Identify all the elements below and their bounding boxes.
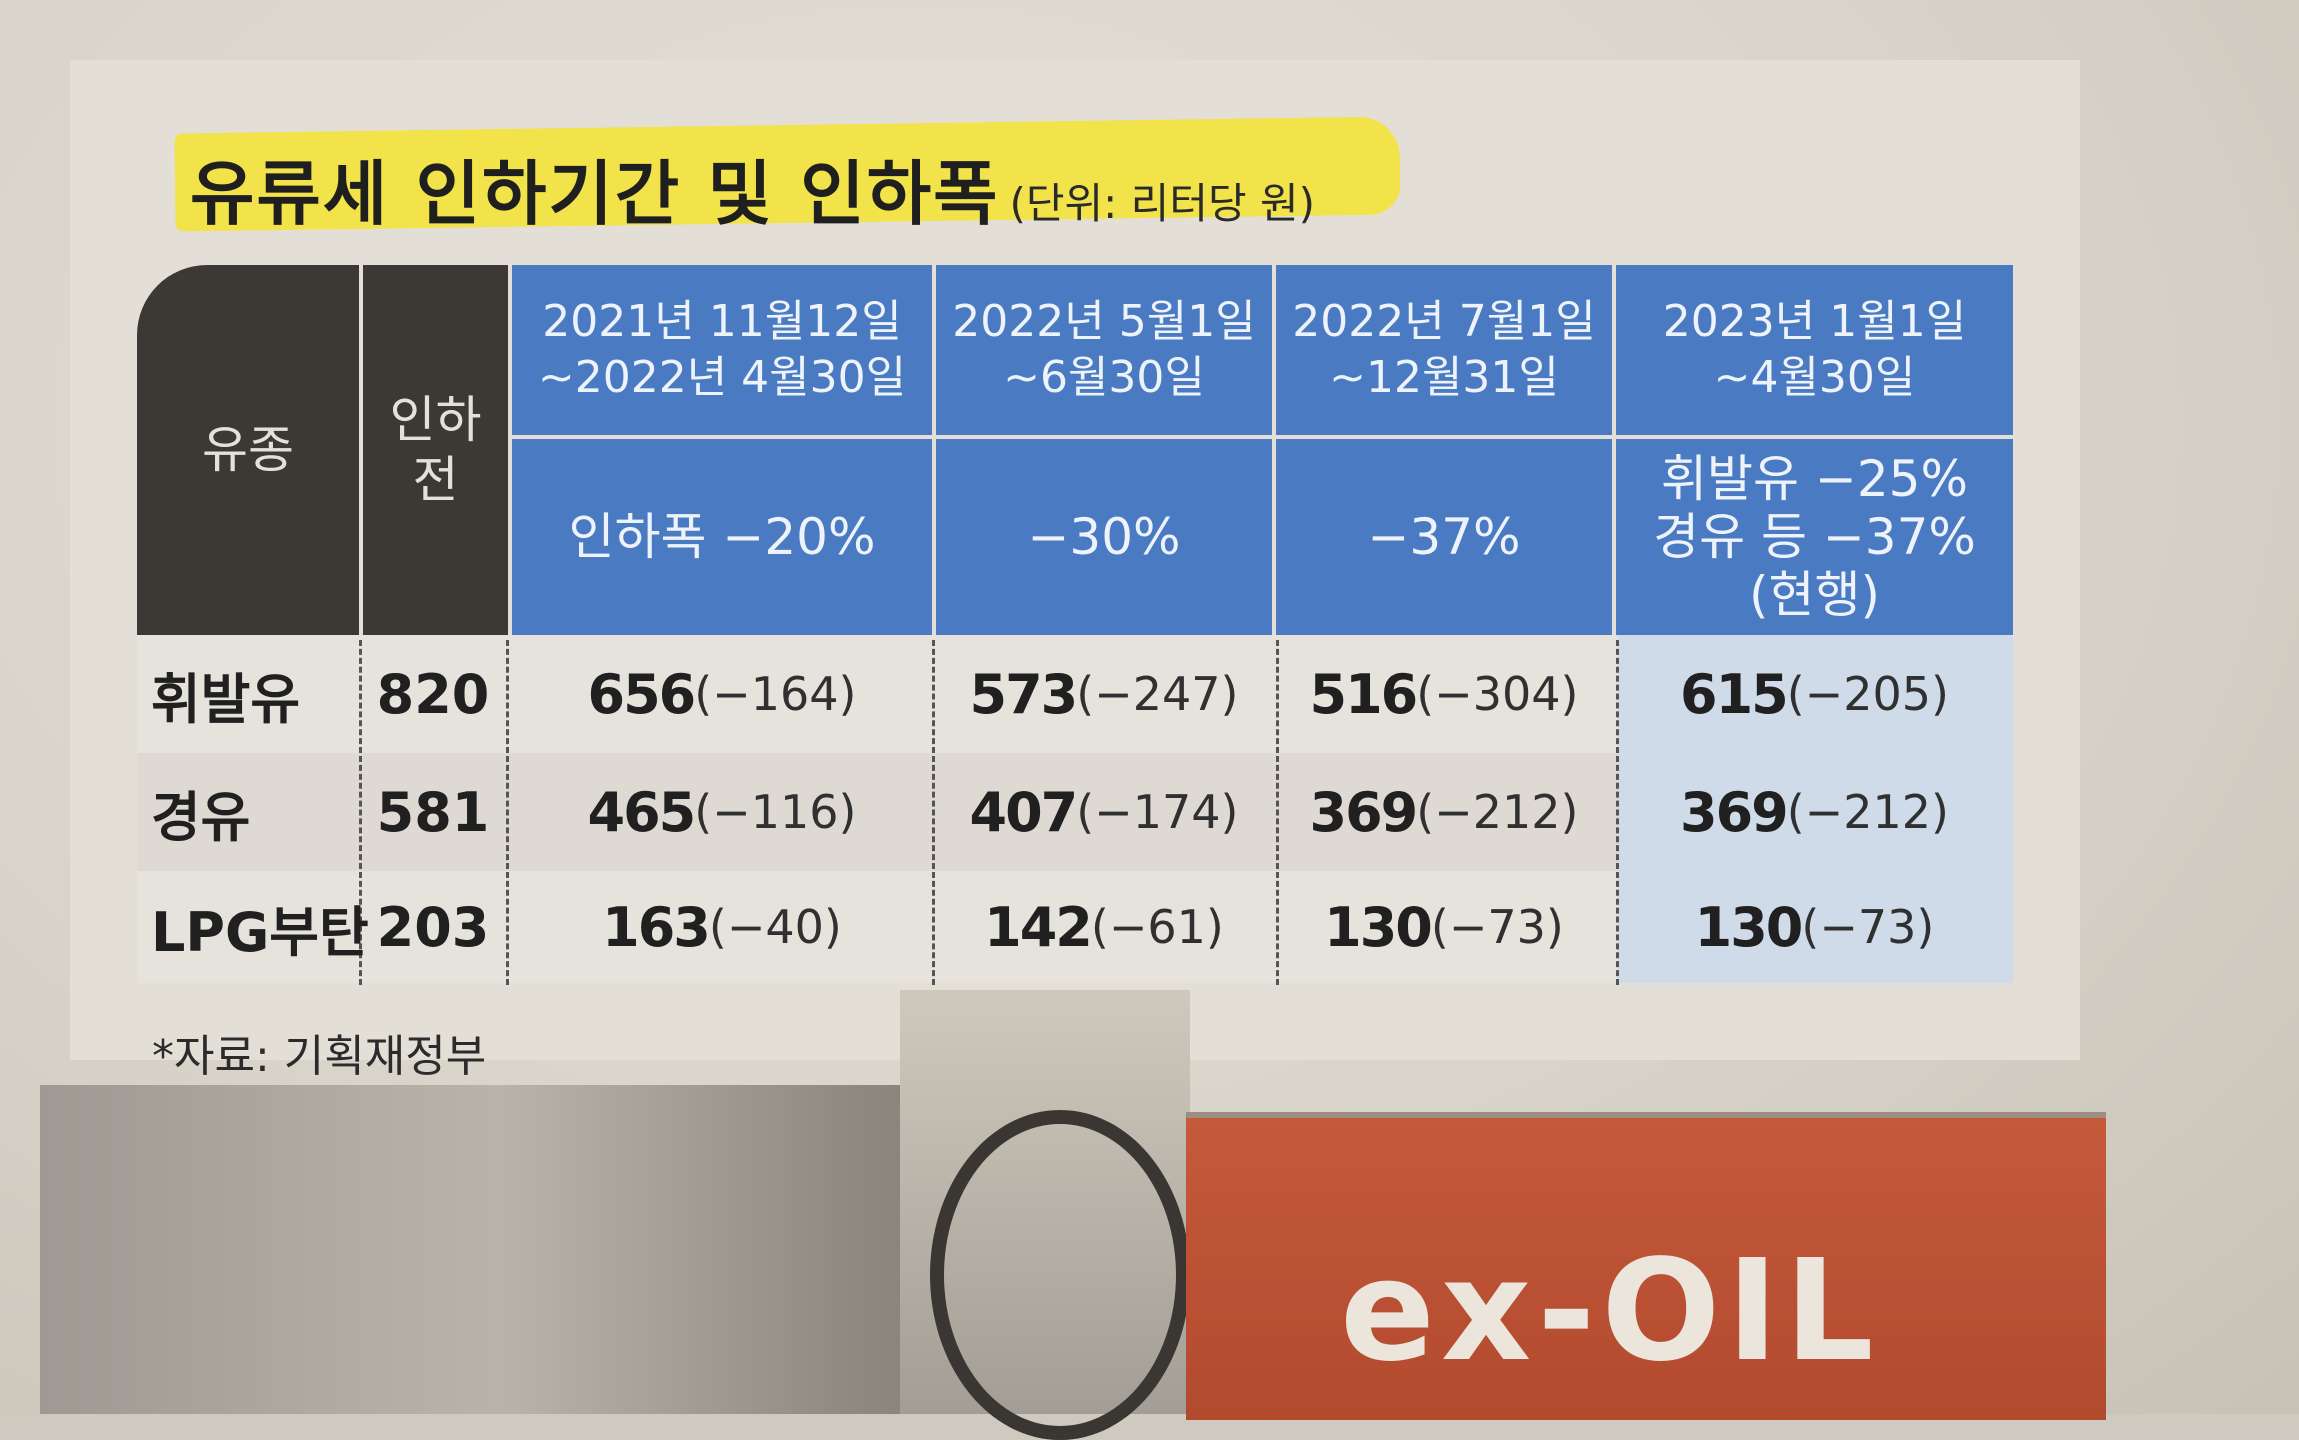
table-cell: 142 (−61) (936, 871, 1272, 983)
header-fuel-type: 유종 (137, 265, 359, 635)
cell-diff: (−116) (694, 785, 857, 839)
cell-price: 369 (1680, 780, 1789, 844)
header-period-2: 2022년 5월1일 ~6월30일 (936, 265, 1272, 435)
cell-diff: (−73) (1430, 900, 1564, 954)
header-period-1: 2021년 11월12일 ~2022년 4월30일 (512, 265, 932, 435)
header-cut-4: 휘발유 −25% 경유 등 −37% (현행) (1616, 439, 2013, 635)
cell-price: 130 (1694, 895, 1804, 959)
table-cell: 369 (−212) (1276, 753, 1612, 871)
infographic-title: 유류세 인하기간 및 인하폭 (단위: 리터당 원) (190, 138, 1315, 235)
cell-price: 407 (969, 780, 1079, 844)
cell-price: 369 (1309, 780, 1419, 844)
header-before-cut: 인하 전 (363, 265, 508, 635)
column-divider (506, 640, 509, 985)
cell-diff: (−304) (1416, 667, 1579, 721)
table-cell: 656 (−164) (512, 635, 932, 753)
cell-price: 516 (1309, 662, 1419, 726)
source-note: *자료: 기획재정부 (152, 1031, 487, 1082)
cell-diff: (−247) (1076, 667, 1239, 721)
column-divider (1276, 640, 1279, 985)
column-divider (932, 640, 935, 985)
column-divider (1616, 640, 1619, 985)
cell-price: 465 (587, 780, 697, 844)
table-cell: 130 (−73) (1616, 871, 2013, 983)
sign-logo-text: ex-OIL (1340, 1230, 1880, 1393)
fuel-hose (930, 1110, 1190, 1440)
cell-diff: (−212) (1786, 785, 1949, 839)
table-cell: 130 (−73) (1276, 871, 1612, 983)
gas-station-sign (1186, 1112, 2106, 1420)
header-cut-3: −37% (1276, 439, 1612, 635)
cell-price: 130 (1324, 895, 1433, 959)
cell-price: 573 (969, 662, 1079, 726)
title-text: 유류세 인하기간 및 인하폭 (190, 153, 1000, 235)
table-cell: 516 (−304) (1276, 635, 1612, 753)
table-cell: 369 (−212) (1616, 753, 2013, 871)
table-cell: 573 (−247) (936, 635, 1272, 753)
table-cell: 615 (−205) (1616, 635, 2013, 753)
cell-diff: (−164) (694, 667, 857, 721)
cell-price: 142 (984, 895, 1093, 959)
header-cut-2: −30% (936, 439, 1272, 635)
before-value-diesel: 581 (376, 780, 490, 844)
header-cut-1: 인하폭 −20% (512, 439, 932, 635)
cell-price: 615 (1680, 662, 1789, 726)
header-period-4: 2023년 1월1일 ~4월30일 (1616, 265, 2013, 435)
cell-price: 163 (602, 895, 711, 959)
fuel-name-lpg: LPG부탄 (151, 900, 369, 964)
cell-diff: (−73) (1801, 900, 1935, 954)
fuel-name-diesel: 경유 (151, 785, 251, 849)
header-period-3: 2022년 7월1일 ~12월31일 (1276, 265, 1612, 435)
cell-diff: (−174) (1076, 785, 1239, 839)
column-divider (359, 640, 362, 985)
before-value-lpg: 203 (376, 895, 490, 959)
cell-diff: (−61) (1090, 900, 1224, 954)
table-cell: 465 (−116) (512, 753, 932, 871)
cell-diff: (−212) (1416, 785, 1579, 839)
cell-diff: (−40) (708, 900, 842, 954)
current-period-column-shade (1618, 635, 2013, 983)
table-cell: 407 (−174) (936, 753, 1272, 871)
unit-note: (단위: 리터당 원) (1009, 179, 1315, 228)
before-value-gasoline: 820 (376, 662, 490, 726)
table-cell: 163 (−40) (512, 871, 932, 983)
fuel-name-gasoline: 휘발유 (151, 667, 301, 731)
cell-price: 656 (587, 662, 697, 726)
cell-diff: (−205) (1786, 667, 1949, 721)
